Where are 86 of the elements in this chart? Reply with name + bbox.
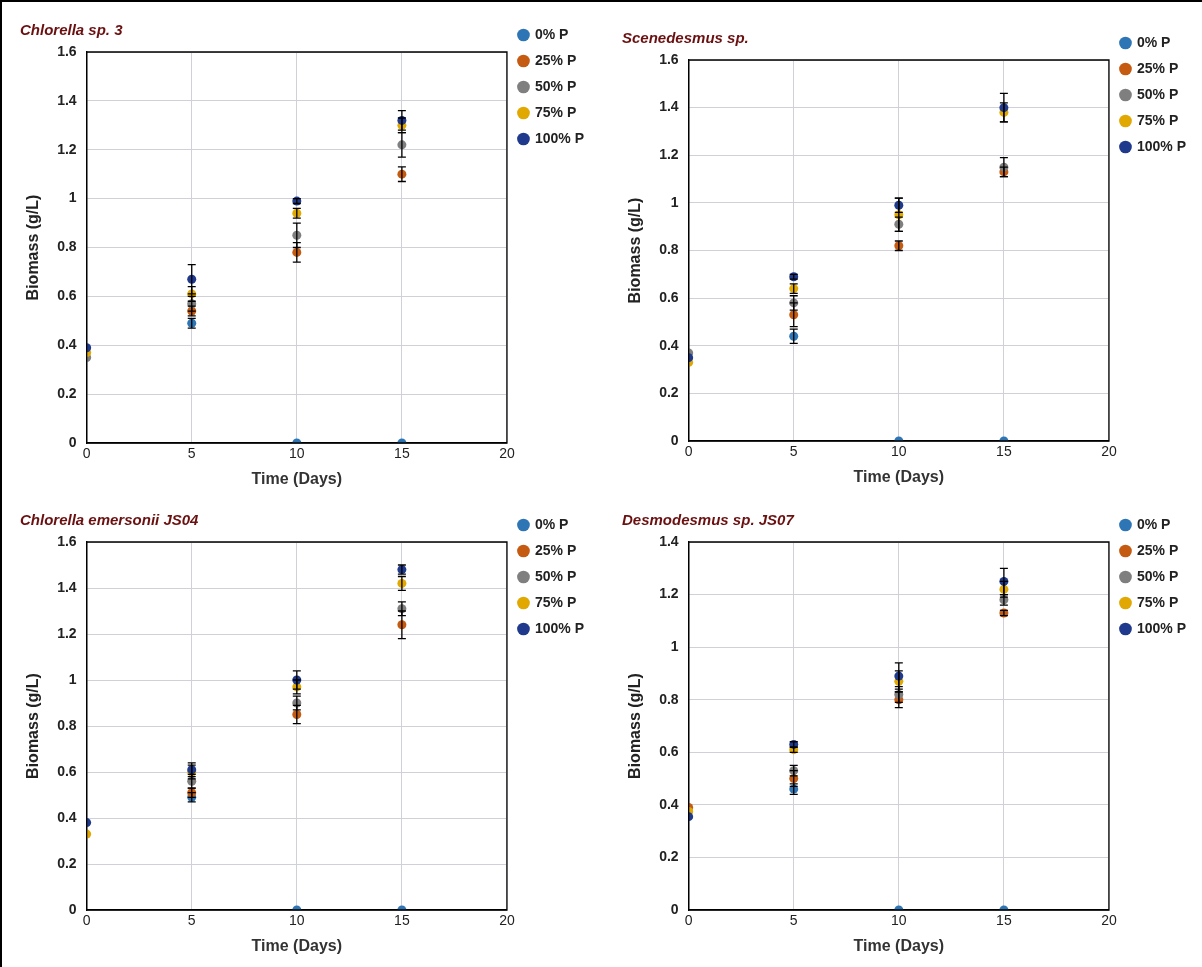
y-tick-label: 0.2 bbox=[57, 384, 77, 401]
y-tick-label: 1.6 bbox=[57, 42, 77, 59]
y-tick-label: 0.4 bbox=[659, 336, 679, 353]
y-tick-label: 0.6 bbox=[57, 762, 77, 779]
legend-label: 100% P bbox=[534, 129, 585, 146]
legend-label: 75% P bbox=[534, 103, 577, 120]
legend-label: 0% P bbox=[534, 25, 569, 42]
legend-label: 50% P bbox=[1136, 85, 1179, 102]
y-tick-label: 0.4 bbox=[659, 795, 679, 812]
legend-label: 25% P bbox=[534, 51, 577, 68]
y-axis-title: Biomass (g/L) bbox=[24, 673, 42, 779]
x-tick-label: 0 bbox=[82, 445, 91, 462]
y-tick-label: 0.8 bbox=[659, 690, 679, 707]
y-tick-label: 1.4 bbox=[57, 578, 77, 595]
y-tick-label: 0.8 bbox=[57, 238, 77, 255]
y-axis-title: Biomass (g/L) bbox=[626, 673, 644, 779]
x-tick-label: 0 bbox=[82, 912, 91, 929]
y-tick-label: 1.4 bbox=[659, 98, 679, 115]
y-tick-label: 1.4 bbox=[57, 91, 77, 108]
x-axis-title: Time (Days) bbox=[853, 467, 945, 485]
x-tick-label: 15 bbox=[394, 912, 410, 929]
y-tick-label: 0.4 bbox=[57, 336, 77, 353]
y-tick-label: 0.6 bbox=[659, 743, 679, 760]
y-tick-label: 1.2 bbox=[57, 624, 77, 641]
x-axis-title: Time (Days) bbox=[853, 936, 945, 954]
y-tick-label: 1.2 bbox=[659, 585, 679, 602]
y-tick-label: 1 bbox=[670, 638, 679, 654]
y-tick-label: 1.6 bbox=[57, 532, 77, 549]
x-tick-label: 20 bbox=[1101, 443, 1117, 460]
legend-label: 50% P bbox=[534, 567, 577, 584]
y-axis-title: Biomass (g/L) bbox=[626, 197, 644, 304]
y-tick-label: 0.2 bbox=[57, 854, 77, 871]
y-tick-label: 0.6 bbox=[659, 288, 679, 305]
legend-label: 100% P bbox=[534, 619, 585, 636]
legend-label: 50% P bbox=[1136, 567, 1179, 584]
y-tick-label: 1.2 bbox=[659, 146, 679, 163]
legend-label: 25% P bbox=[534, 541, 577, 558]
x-tick-label: 5 bbox=[187, 445, 196, 462]
y-tick-label: 0.8 bbox=[57, 716, 77, 733]
legend-label: 25% P bbox=[1136, 59, 1179, 76]
chart-title: Scenedesmus sp. bbox=[622, 29, 749, 47]
y-tick-label: 0.4 bbox=[57, 808, 77, 825]
legend-label: 0% P bbox=[534, 515, 569, 532]
legend-label: 25% P bbox=[1136, 541, 1179, 558]
x-tick-label: 15 bbox=[996, 912, 1012, 929]
x-tick-label: 20 bbox=[499, 912, 515, 929]
x-axis-title: Time (Days) bbox=[251, 469, 343, 487]
y-axis-title: Biomass (g/L) bbox=[24, 194, 42, 301]
y-tick-label: 1.4 bbox=[659, 532, 679, 549]
legend-label: 100% P bbox=[1136, 619, 1187, 636]
y-tick-label: 0 bbox=[670, 900, 679, 917]
x-tick-label: 5 bbox=[789, 443, 798, 460]
chart-title: Chlorella emersonii JS04 bbox=[20, 511, 200, 529]
x-tick-label: 0 bbox=[684, 443, 693, 460]
y-tick-label: 0.8 bbox=[659, 241, 679, 258]
y-tick-label: 0.6 bbox=[57, 287, 77, 304]
x-tick-label: 10 bbox=[891, 443, 907, 460]
legend-label: 75% P bbox=[1136, 111, 1179, 128]
x-axis-title: Time (Days) bbox=[251, 936, 343, 954]
y-tick-label: 1.2 bbox=[57, 140, 77, 157]
y-tick-label: 1.6 bbox=[659, 50, 679, 67]
x-tick-label: 15 bbox=[996, 443, 1012, 460]
y-tick-label: 1 bbox=[670, 193, 679, 210]
x-tick-label: 10 bbox=[289, 445, 305, 462]
legend-label: 100% P bbox=[1136, 137, 1187, 154]
y-tick-label: 0 bbox=[68, 900, 77, 917]
chart-title: Chlorella sp. 3 bbox=[20, 21, 124, 39]
legend-label: 0% P bbox=[1136, 33, 1171, 50]
legend-label: 75% P bbox=[1136, 593, 1179, 610]
x-tick-label: 5 bbox=[187, 912, 196, 929]
x-tick-label: 10 bbox=[891, 912, 907, 929]
y-tick-label: 1 bbox=[68, 670, 77, 687]
x-tick-label: 15 bbox=[394, 445, 410, 462]
y-tick-label: 0.2 bbox=[659, 848, 679, 865]
y-tick-label: 1 bbox=[68, 189, 77, 206]
y-tick-label: 0.2 bbox=[659, 384, 679, 401]
legend-label: 75% P bbox=[534, 593, 577, 610]
legend-label: 0% P bbox=[1136, 515, 1171, 532]
chart-title: Desmodesmus sp. JS07 bbox=[622, 511, 795, 529]
x-tick-label: 5 bbox=[789, 912, 798, 929]
x-tick-label: 20 bbox=[499, 445, 515, 462]
x-tick-label: 20 bbox=[1101, 912, 1117, 929]
y-tick-label: 0 bbox=[670, 431, 679, 448]
x-tick-label: 0 bbox=[684, 912, 693, 929]
legend-label: 50% P bbox=[534, 77, 577, 94]
x-tick-label: 10 bbox=[289, 912, 305, 929]
